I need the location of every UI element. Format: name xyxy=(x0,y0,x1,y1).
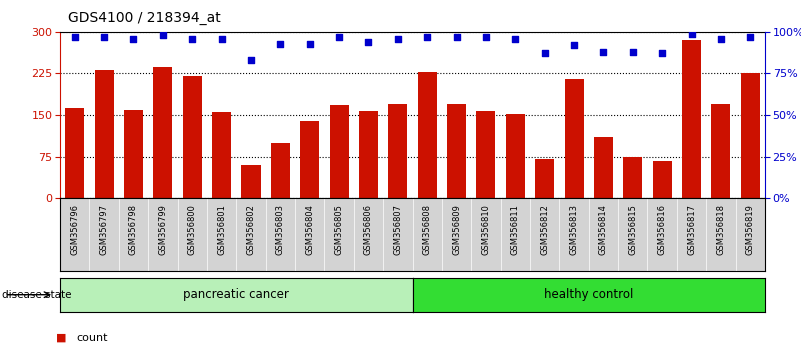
Point xyxy=(127,36,140,41)
Text: pancreatic cancer: pancreatic cancer xyxy=(183,288,289,301)
Bar xyxy=(329,105,348,198)
Text: ■: ■ xyxy=(56,333,66,343)
Point xyxy=(332,34,345,40)
Text: GSM356810: GSM356810 xyxy=(481,204,490,255)
Point xyxy=(362,39,375,45)
Text: GSM356809: GSM356809 xyxy=(452,204,461,255)
Point xyxy=(186,36,199,41)
Text: GSM356802: GSM356802 xyxy=(247,204,256,255)
Text: GSM356815: GSM356815 xyxy=(628,204,638,255)
Text: GDS4100 / 218394_at: GDS4100 / 218394_at xyxy=(68,11,221,25)
Text: GSM356807: GSM356807 xyxy=(393,204,402,255)
Text: GSM356817: GSM356817 xyxy=(687,204,696,255)
Point xyxy=(597,49,610,55)
Point xyxy=(156,32,169,38)
Bar xyxy=(505,114,525,198)
Point xyxy=(685,31,698,36)
Bar xyxy=(359,111,378,198)
Bar xyxy=(623,156,642,198)
Text: GSM356796: GSM356796 xyxy=(70,204,79,255)
Point xyxy=(68,34,81,40)
Text: GSM356804: GSM356804 xyxy=(305,204,314,255)
Text: GSM356801: GSM356801 xyxy=(217,204,226,255)
Bar xyxy=(212,112,231,198)
Bar xyxy=(535,159,554,198)
Bar xyxy=(65,108,84,198)
Point xyxy=(304,41,316,46)
Bar xyxy=(124,109,143,198)
Bar xyxy=(741,74,760,198)
Text: GSM356797: GSM356797 xyxy=(99,204,109,255)
Point xyxy=(509,36,521,41)
Point xyxy=(392,36,405,41)
Point xyxy=(538,51,551,56)
Bar xyxy=(388,104,408,198)
Point xyxy=(656,51,669,56)
Bar xyxy=(417,72,437,198)
Text: GSM356812: GSM356812 xyxy=(540,204,549,255)
Text: count: count xyxy=(76,333,107,343)
Text: GSM356818: GSM356818 xyxy=(716,204,726,255)
Bar xyxy=(565,79,584,198)
Text: GSM356806: GSM356806 xyxy=(364,204,373,255)
Point xyxy=(568,42,581,48)
Text: GSM356798: GSM356798 xyxy=(129,204,138,255)
Point xyxy=(98,34,111,40)
Point xyxy=(450,34,463,40)
Point xyxy=(714,36,727,41)
Bar xyxy=(477,110,496,198)
Bar xyxy=(271,143,290,198)
Bar xyxy=(183,76,202,198)
Bar xyxy=(95,70,114,198)
Point xyxy=(244,57,257,63)
Text: GSM356814: GSM356814 xyxy=(599,204,608,255)
Point xyxy=(480,34,493,40)
Text: GSM356800: GSM356800 xyxy=(187,204,197,255)
Bar xyxy=(447,104,466,198)
Text: GSM356811: GSM356811 xyxy=(511,204,520,255)
Bar xyxy=(594,137,613,198)
Text: GSM356819: GSM356819 xyxy=(746,204,755,255)
Text: disease state: disease state xyxy=(2,290,71,300)
Text: GSM356799: GSM356799 xyxy=(159,204,167,255)
Text: GSM356816: GSM356816 xyxy=(658,204,666,255)
Point xyxy=(626,49,639,55)
Text: GSM356805: GSM356805 xyxy=(335,204,344,255)
Bar xyxy=(711,104,731,198)
Bar xyxy=(153,67,172,198)
Point xyxy=(274,41,287,46)
Text: GSM356803: GSM356803 xyxy=(276,204,285,255)
Bar xyxy=(682,40,701,198)
Text: GSM356808: GSM356808 xyxy=(423,204,432,255)
Text: healthy control: healthy control xyxy=(544,288,634,301)
Point xyxy=(421,34,433,40)
Text: GSM356813: GSM356813 xyxy=(570,204,578,255)
Bar xyxy=(653,160,672,198)
Point xyxy=(215,36,228,41)
Bar xyxy=(300,121,320,198)
Bar xyxy=(241,165,260,198)
Point xyxy=(744,34,757,40)
